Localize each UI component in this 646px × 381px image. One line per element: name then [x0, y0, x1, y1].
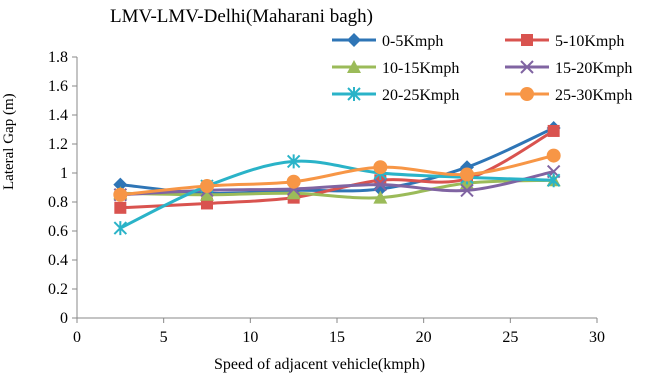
x-tick-label: 15: [329, 329, 345, 346]
data-point-marker: [200, 179, 214, 194]
x-tick-label: 25: [502, 329, 518, 346]
data-point-marker: [113, 187, 128, 202]
data-point-marker: [373, 160, 388, 175]
series-25-30kmph: [113, 148, 561, 202]
data-point-marker: [113, 177, 128, 192]
x-tick-label: 10: [242, 329, 258, 346]
series-line: [120, 126, 555, 195]
series-line: [120, 178, 554, 200]
x-tick-label: 0: [73, 329, 81, 346]
legend-label: 5-10Kmph: [555, 33, 624, 50]
data-point-marker: [373, 190, 388, 204]
data-point-marker: [286, 174, 301, 189]
data-point-marker: [460, 167, 474, 182]
data-point-marker: [200, 187, 214, 201]
data-point-marker: [373, 177, 388, 192]
chart-title: LMV-LMV-Delhi(Maharani bagh): [110, 6, 373, 27]
legend-item: 10-15Kmph: [332, 60, 459, 77]
y-tick-label: 1.4: [48, 107, 68, 124]
y-tick-label: 1.8: [48, 49, 68, 66]
y-tick-label: 1: [60, 165, 68, 182]
x-tick-label: 20: [416, 329, 432, 346]
data-point-marker: [521, 34, 533, 46]
legend-item: 5-10Kmph: [505, 33, 624, 50]
y-tick-label: 0.6: [48, 223, 68, 240]
legend-label: 25-30Kmph: [555, 87, 632, 104]
data-point-marker: [520, 87, 534, 101]
legend-label: 20-25Kmph: [382, 87, 459, 104]
legend-item: 0-5Kmph: [332, 33, 443, 50]
x-tick-label: 5: [160, 329, 168, 346]
legend-item: 15-20Kmph: [505, 60, 632, 77]
data-point-marker: [347, 87, 361, 101]
data-point-marker: [286, 186, 301, 200]
series-line: [119, 159, 554, 230]
data-point-marker: [113, 221, 128, 236]
x-axis-label: Speed of adjacent vehicle(kmph): [214, 356, 426, 373]
y-tick-label: 1.6: [48, 78, 68, 95]
y-tick-label: 0: [60, 310, 68, 327]
legend-item: 25-30Kmph: [505, 87, 632, 104]
data-point-marker: [286, 154, 301, 169]
data-point-marker: [114, 201, 127, 214]
legend: 0-5Kmph 5-10Kmph 10-15Kmph 15-20Kmph 20-25Km…: [332, 33, 632, 104]
data-point-marker: [546, 173, 561, 188]
x-tick-label: 30: [589, 329, 605, 346]
data-point-marker: [460, 183, 474, 198]
y-tick-label: 0.2: [48, 281, 68, 298]
data-point-marker: [547, 124, 560, 137]
data-point-marker: [347, 33, 361, 47]
legend-label: 15-20Kmph: [555, 60, 632, 77]
data-point-marker: [347, 60, 361, 73]
y-tick-label: 1.2: [48, 136, 68, 153]
data-point-marker: [546, 148, 561, 163]
data-point-marker: [520, 60, 534, 74]
legend-item: 20-25Kmph: [332, 87, 459, 104]
legend-label: 0-5Kmph: [382, 33, 443, 50]
series-line: [120, 154, 554, 197]
y-tick-label: 0.8: [48, 194, 68, 211]
legend-label: 10-15Kmph: [382, 60, 459, 77]
y-tick-label: 0.4: [48, 252, 68, 269]
